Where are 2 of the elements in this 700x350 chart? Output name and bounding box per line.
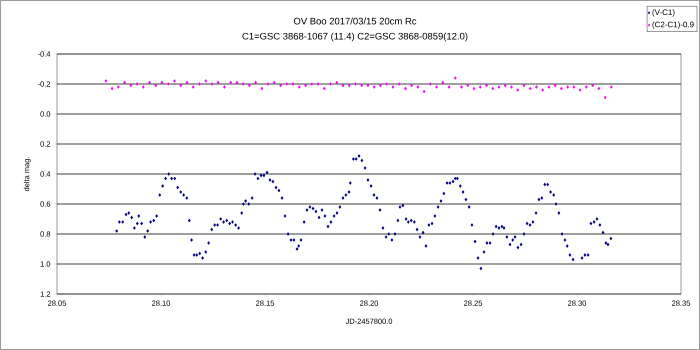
chart-title: OV Boo 2017/03/15 20cm Rc [294, 18, 416, 24]
chart-subtitle: C1=GSC 3868-1067 (11.4) C2=GSC 3868-0859(12.0) [242, 32, 468, 42]
